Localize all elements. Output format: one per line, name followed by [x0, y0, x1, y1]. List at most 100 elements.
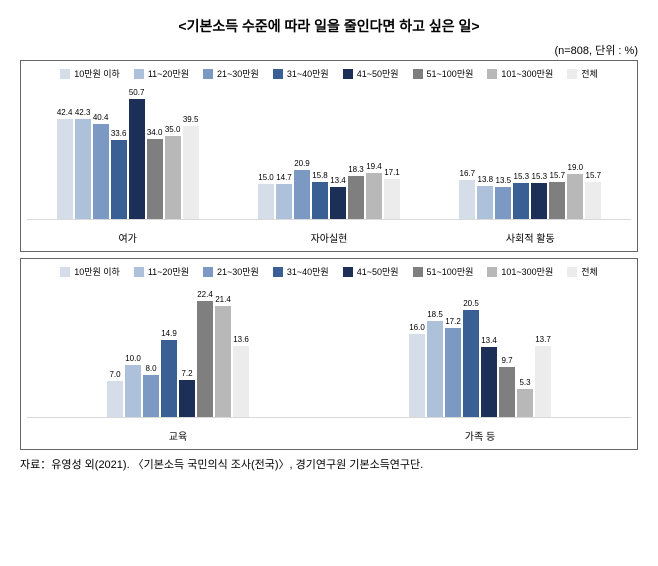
bar-value-label: 19.4	[366, 162, 382, 171]
bar	[348, 176, 364, 219]
legend-item: 51~100만원	[413, 67, 474, 80]
bar-wrap: 15.8	[312, 171, 328, 219]
bars-area: 7.010.08.014.97.222.421.413.6	[27, 288, 329, 418]
bar-wrap: 42.4	[57, 108, 73, 219]
bar-wrap: 15.7	[585, 171, 601, 219]
bar-wrap: 15.7	[549, 171, 565, 219]
bar	[111, 140, 127, 219]
bar-value-label: 13.5	[496, 176, 512, 185]
legend-label: 11~20만원	[148, 67, 189, 80]
bar	[107, 381, 123, 417]
bar	[585, 182, 601, 219]
bar-wrap: 50.7	[129, 88, 145, 219]
bar	[366, 173, 382, 219]
bar-wrap: 13.8	[477, 175, 493, 219]
bar-value-label: 13.6	[233, 335, 249, 344]
bar-value-label: 18.3	[348, 165, 364, 174]
bar-value-label: 21.4	[215, 295, 231, 304]
bar-wrap: 21.4	[215, 295, 231, 417]
bar-value-label: 10.0	[125, 354, 141, 363]
bar	[427, 321, 443, 417]
bar-wrap: 17.2	[445, 317, 461, 417]
bar-wrap: 17.1	[384, 168, 400, 219]
bar	[93, 124, 109, 219]
legend-label: 41~50만원	[357, 265, 399, 278]
bar	[499, 367, 515, 417]
legend-label: 101~300만원	[501, 265, 553, 278]
bar	[535, 346, 551, 417]
bar	[165, 136, 181, 219]
legend-label: 51~100만원	[427, 67, 474, 80]
chart-row: 7.010.08.014.97.222.421.413.6교육16.018.51…	[27, 288, 631, 447]
legend-item: 101~300만원	[487, 67, 553, 80]
bar	[129, 99, 145, 219]
bar-wrap: 8.0	[143, 364, 159, 417]
bar	[459, 180, 475, 219]
bar	[409, 334, 425, 417]
bar	[161, 340, 177, 417]
source-text: 자료：유영성 외(2021). 〈기본소득 국민의식 조사(전국)〉, 경기연구…	[20, 456, 638, 472]
bar	[57, 119, 73, 219]
bar	[477, 186, 493, 219]
bar-value-label: 8.0	[145, 364, 156, 373]
legend: 10만원 이하11~20만원21~30만원31~40만원41~50만원51~10…	[27, 67, 631, 80]
legend-label: 41~50만원	[357, 67, 399, 80]
legend-swatch	[273, 267, 283, 277]
bar-value-label: 42.4	[57, 108, 73, 117]
bar	[384, 179, 400, 219]
bar-wrap: 13.4	[330, 176, 346, 219]
bar-value-label: 18.5	[427, 310, 443, 319]
chart-panel: 10만원 이하11~20만원21~30만원31~40만원41~50만원51~10…	[20, 258, 638, 450]
legend-label: 전체	[581, 67, 598, 80]
bar	[125, 365, 141, 417]
legend-label: 전체	[581, 265, 598, 278]
bar-value-label: 5.3	[519, 378, 530, 387]
legend-item: 10만원 이하	[60, 265, 120, 278]
bar-group: 42.442.340.433.650.734.035.039.5여가	[27, 90, 228, 249]
bar-wrap: 13.7	[535, 335, 551, 417]
bar-value-label: 40.4	[93, 113, 109, 122]
bars-area: 42.442.340.433.650.734.035.039.5	[27, 90, 228, 220]
group-label: 사회적 활동	[430, 220, 631, 249]
chart-panel: 10만원 이하11~20만원21~30만원31~40만원41~50만원51~10…	[20, 60, 638, 252]
bar	[75, 119, 91, 219]
bar	[312, 182, 328, 219]
legend-item: 41~50만원	[343, 67, 399, 80]
bar-wrap: 9.7	[499, 356, 515, 417]
bar-wrap: 13.6	[233, 335, 249, 417]
bar-wrap: 7.2	[179, 369, 195, 417]
legend-item: 21~30만원	[203, 67, 259, 80]
bars-area: 16.713.813.515.315.315.719.015.7	[430, 90, 631, 220]
bar-value-label: 17.1	[384, 168, 400, 177]
legend-swatch	[487, 69, 497, 79]
bar-value-label: 16.0	[409, 323, 425, 332]
bar	[531, 183, 547, 219]
bar-value-label: 39.5	[183, 115, 199, 124]
bar-wrap: 14.7	[276, 173, 292, 219]
bar-value-label: 14.7	[276, 173, 292, 182]
legend-swatch	[134, 69, 144, 79]
bar-wrap: 22.4	[197, 290, 213, 417]
bars-area: 15.014.720.915.813.418.319.417.1	[228, 90, 429, 220]
bar-wrap: 33.6	[111, 129, 127, 219]
legend-swatch	[273, 69, 283, 79]
chart-title: <기본소득 수준에 따라 일을 줄인다면 하고 싶은 일>	[20, 16, 638, 36]
bar-wrap: 15.3	[531, 172, 547, 219]
bar-value-label: 13.7	[535, 335, 551, 344]
bars-area: 16.018.517.220.513.49.75.313.7	[329, 288, 631, 418]
bar-value-label: 50.7	[129, 88, 145, 97]
legend-label: 10만원 이하	[74, 67, 120, 80]
bar	[463, 310, 479, 417]
bar-group: 7.010.08.014.97.222.421.413.6교육	[27, 288, 329, 447]
bar-wrap: 18.3	[348, 165, 364, 219]
legend-item: 11~20만원	[134, 265, 189, 278]
bar-value-label: 19.0	[568, 163, 584, 172]
bar-value-label: 20.5	[463, 299, 479, 308]
group-label: 여가	[27, 220, 228, 249]
bar-value-label: 13.8	[478, 175, 494, 184]
legend-swatch	[203, 69, 213, 79]
bar-wrap: 13.5	[495, 176, 511, 219]
bar	[330, 187, 346, 219]
bar	[513, 183, 529, 219]
legend-label: 101~300만원	[501, 67, 553, 80]
